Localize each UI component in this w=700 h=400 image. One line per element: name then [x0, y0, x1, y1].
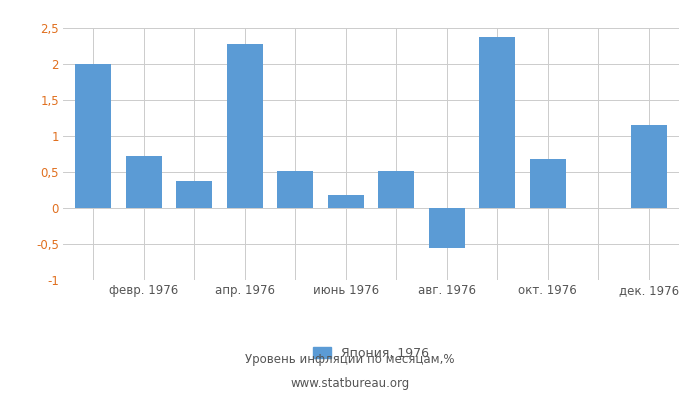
- Bar: [176, 181, 213, 208]
- Bar: [328, 195, 364, 208]
- Bar: [378, 170, 414, 208]
- Bar: [125, 156, 162, 208]
- Bar: [631, 125, 667, 208]
- Bar: [479, 37, 515, 208]
- Bar: [227, 44, 263, 208]
- Text: Уровень инфляции по месяцам,%: Уровень инфляции по месяцам,%: [245, 354, 455, 366]
- Bar: [428, 208, 465, 248]
- Bar: [75, 64, 111, 208]
- Bar: [277, 170, 314, 208]
- Text: www.statbureau.org: www.statbureau.org: [290, 378, 410, 390]
- Bar: [529, 159, 566, 208]
- Legend: Япония, 1976: Япония, 1976: [307, 342, 435, 365]
